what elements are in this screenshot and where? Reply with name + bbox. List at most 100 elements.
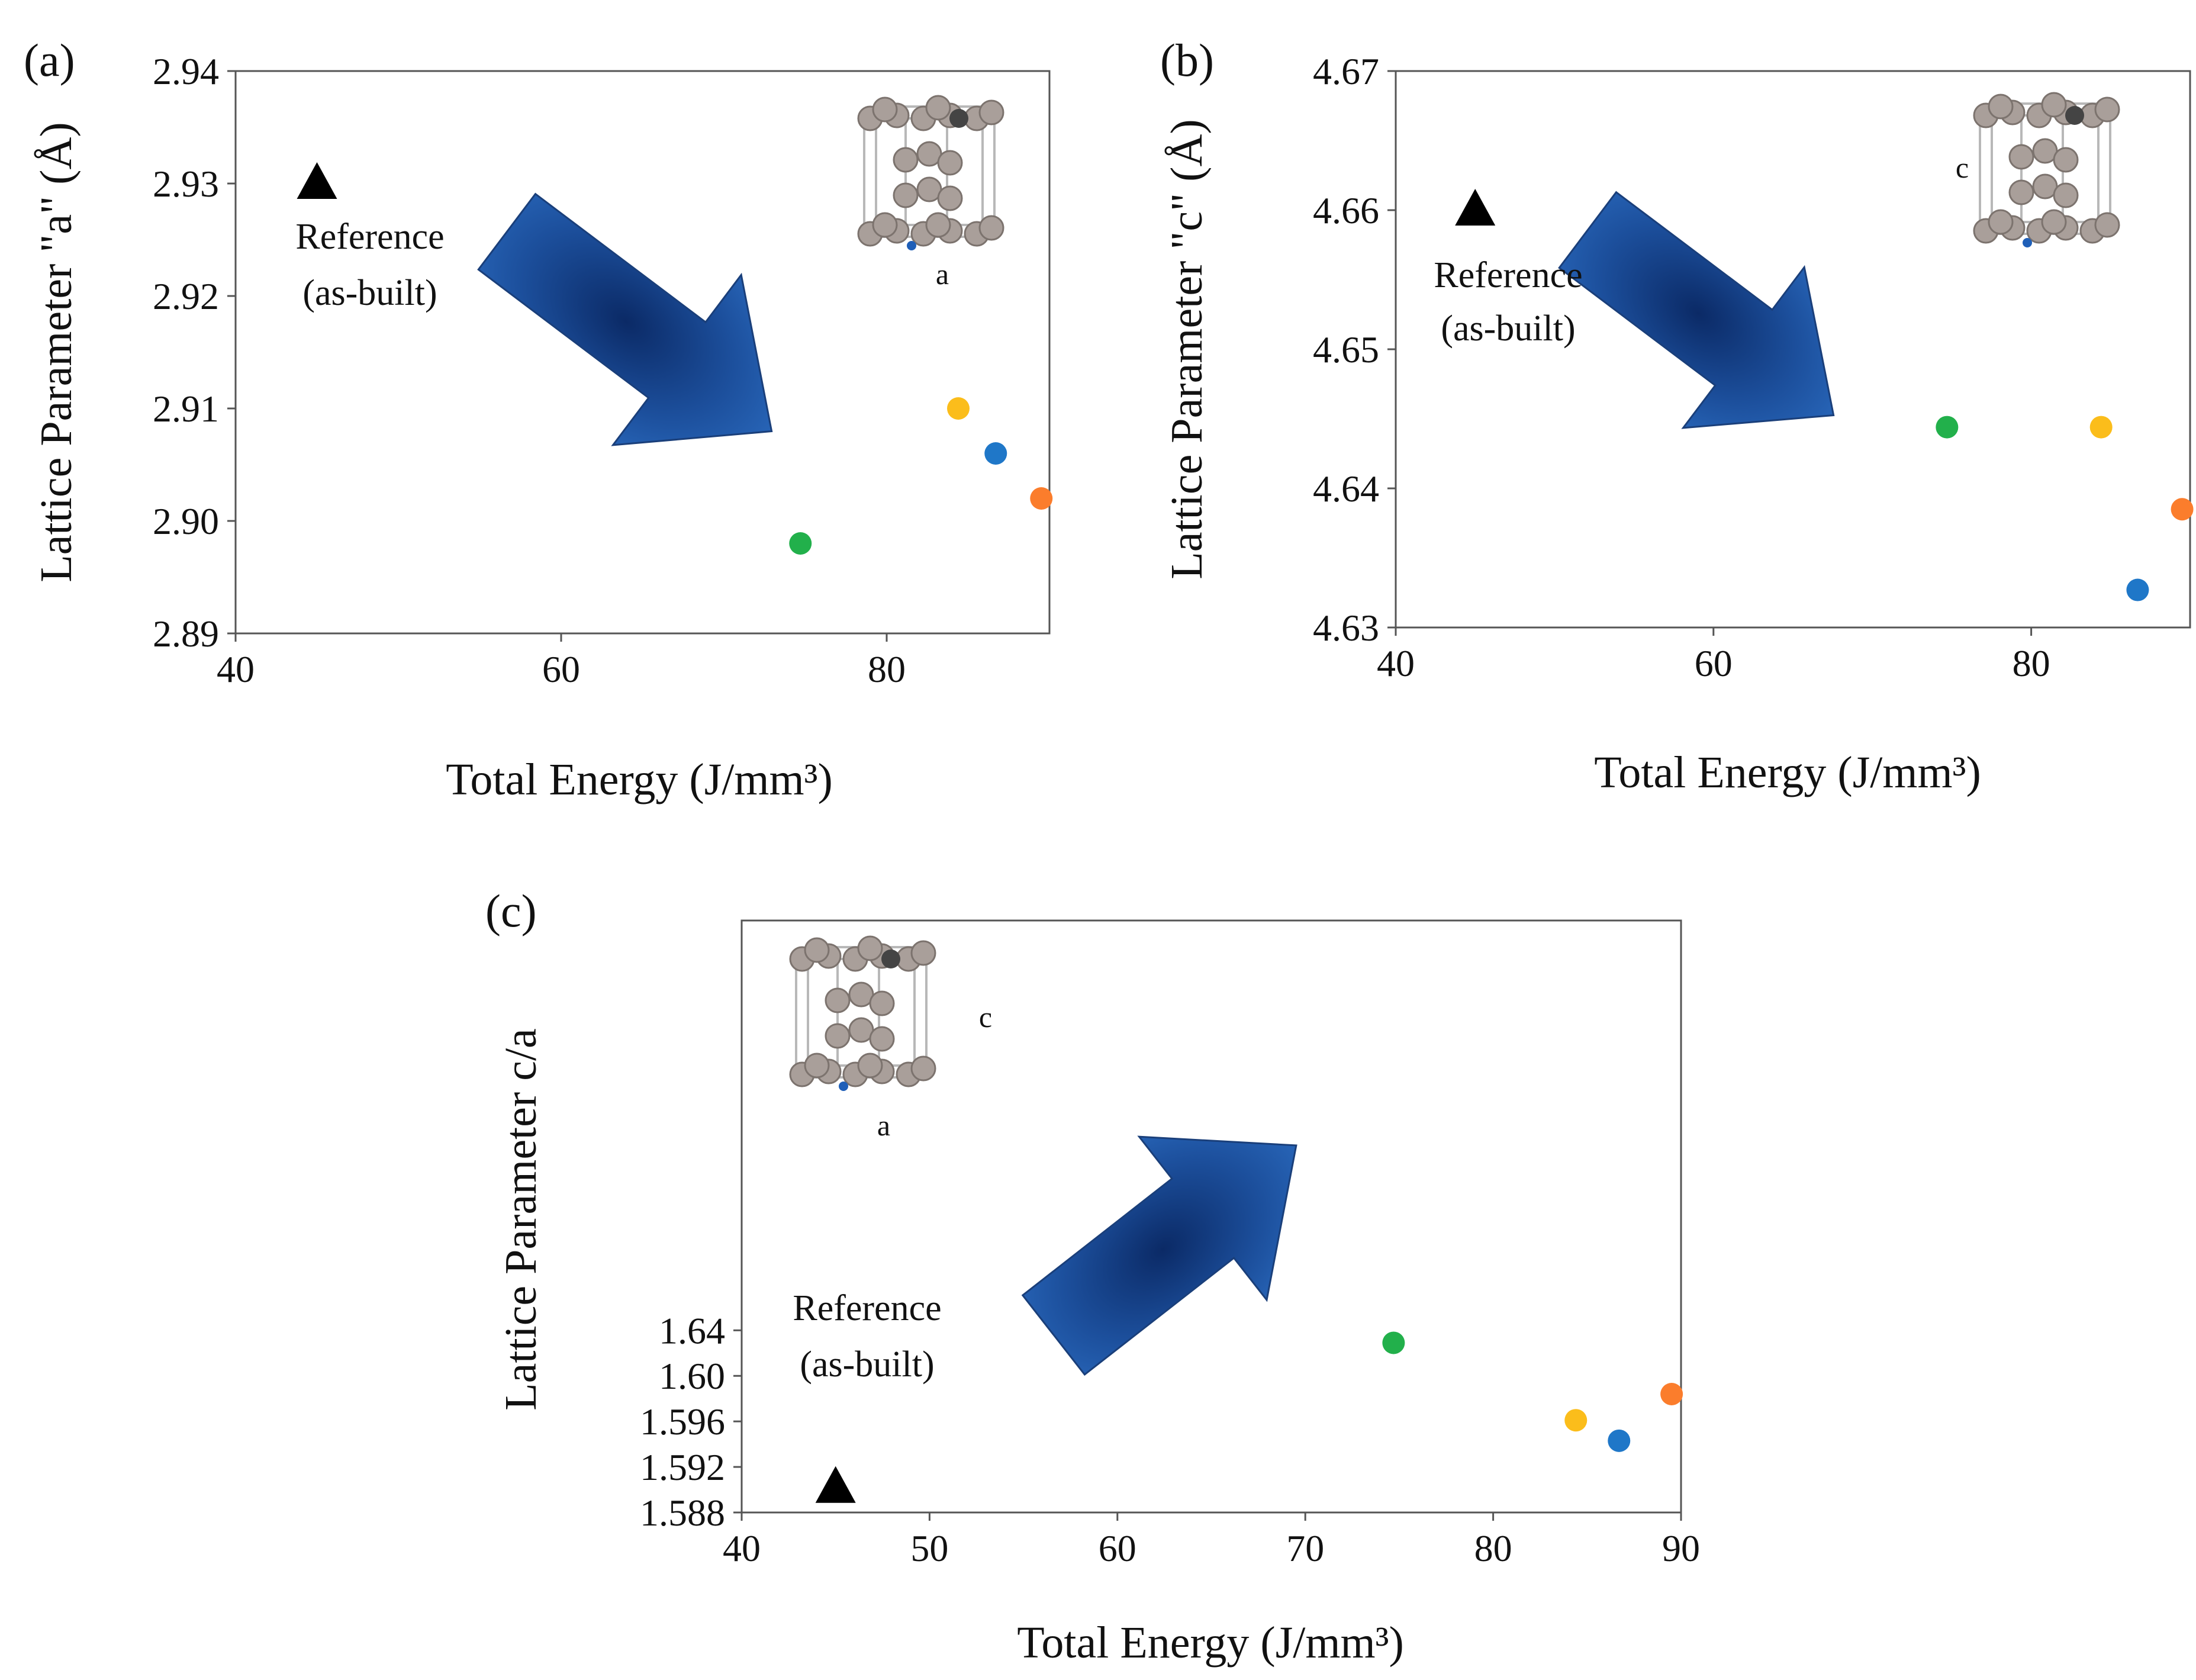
reference-sublabel: (as-built) — [302, 273, 437, 313]
reference-label: Reference — [793, 1288, 941, 1328]
y-tick-label: 4.64 — [1313, 468, 1379, 510]
atom — [2041, 209, 2067, 235]
y-tick-label: 1.60 — [659, 1355, 725, 1397]
trend-arrow — [1558, 191, 1835, 429]
y-tick-label: 4.65 — [1313, 329, 1379, 371]
atom — [804, 937, 830, 963]
data-point — [2089, 416, 2113, 439]
y-axis-title: Lattice Parameter "c" (Å) — [1162, 119, 1212, 579]
reference-marker — [1455, 189, 1496, 226]
x-tick-label: 50 — [910, 1527, 948, 1569]
x-tick-label: 60 — [1099, 1527, 1136, 1569]
atom — [937, 185, 963, 211]
atom-dark — [949, 109, 968, 128]
atom — [910, 1055, 936, 1082]
data-point — [2171, 498, 2194, 521]
y-tick-label: 2.94 — [153, 50, 219, 92]
atom — [1988, 209, 2014, 235]
x-tick-label: 80 — [868, 648, 906, 690]
y-tick-label: 1.588 — [640, 1492, 725, 1534]
unit-cell-inset — [857, 95, 1004, 250]
y-tick-label: 2.91 — [153, 388, 219, 430]
x-tick-label: 60 — [1695, 642, 1733, 684]
x-tick-label: 60 — [542, 648, 580, 690]
plot-frame — [740, 919, 1682, 1514]
y-tick-label: 2.89 — [153, 613, 219, 655]
reference-label: Reference — [1434, 255, 1582, 295]
atom — [2008, 179, 2034, 205]
unit-cell-inset — [1973, 92, 2120, 247]
data-point — [1660, 1383, 1683, 1405]
atom — [2008, 144, 2034, 170]
atom — [1988, 94, 2014, 120]
atom-axis-marker — [2023, 238, 2032, 247]
y-tick-label: 2.93 — [153, 163, 219, 205]
plot-frame — [234, 70, 1051, 635]
atom — [925, 95, 951, 121]
panel-label: (b) — [1160, 34, 1214, 86]
x-axis-title: Total Energy (J/mm³) — [446, 755, 833, 804]
reference-label: Reference — [295, 217, 444, 257]
atom — [804, 1053, 830, 1079]
panel-label: (c) — [485, 885, 537, 936]
x-axis-title: Total Energy (J/mm³) — [1017, 1618, 1404, 1668]
y-tick-label: 4.67 — [1313, 50, 1379, 92]
atom — [910, 940, 936, 966]
atom-axis-marker — [839, 1082, 848, 1091]
atom-dark — [881, 950, 900, 968]
inset-axis-label: c — [979, 1000, 992, 1034]
atom — [2041, 92, 2067, 118]
y-tick-label: 4.66 — [1313, 189, 1379, 231]
atom — [857, 935, 883, 961]
data-point — [984, 442, 1007, 465]
y-tick-label: 2.90 — [153, 500, 219, 542]
y-axis-title: Lattice Parameter "a" (Å) — [31, 122, 81, 582]
reference-marker — [815, 1466, 856, 1503]
x-tick-label: 70 — [1286, 1527, 1324, 1569]
x-tick-label: 40 — [1377, 642, 1415, 684]
y-tick-label: 2.92 — [153, 275, 219, 317]
atom — [869, 990, 895, 1016]
atom — [825, 987, 851, 1013]
reference-marker — [297, 162, 337, 199]
atom — [893, 147, 919, 173]
atom — [2053, 182, 2079, 208]
inset-axis-label: a — [936, 258, 949, 291]
atom — [872, 212, 898, 238]
reference-sublabel: (as-built) — [800, 1344, 934, 1385]
inset-axis-label: a — [877, 1109, 890, 1142]
x-tick-label: 40 — [217, 648, 255, 690]
x-axis-title: Total Energy (J/mm³) — [1594, 748, 1981, 797]
trend-arrow — [1021, 1135, 1297, 1376]
unit-cell-inset — [789, 935, 936, 1091]
data-point — [1936, 416, 1959, 439]
data-point — [947, 397, 970, 420]
atom — [937, 150, 963, 176]
atom-axis-marker — [907, 241, 916, 250]
inset-axis-label: c — [1956, 151, 1969, 184]
atom — [825, 1023, 851, 1049]
atom — [978, 99, 1004, 125]
panel-a: 2.89 2.90 2.91 2.92 2.93 2.94 40 60 80 (a) Total E… — [24, 34, 1053, 804]
y-tick-label: 1.592 — [640, 1446, 725, 1488]
atom-dark — [2065, 106, 2084, 125]
x-tick-label: 80 — [2013, 642, 2050, 684]
atom — [857, 1053, 883, 1079]
x-tick-label: 90 — [1662, 1527, 1700, 1569]
atom — [2094, 96, 2120, 123]
reference-sublabel: (as-built) — [1441, 308, 1575, 349]
data-point — [789, 532, 812, 555]
atom — [2053, 147, 2079, 173]
atom — [893, 182, 919, 208]
atom — [872, 96, 898, 123]
trend-arrow — [477, 192, 773, 446]
x-tick-label: 40 — [723, 1527, 761, 1569]
data-point — [1564, 1409, 1588, 1432]
panel-b: 4.63 4.64 4.65 4.66 4.67 40 60 80 (b) Total Energ… — [1160, 34, 2194, 797]
y-axis-title: Lattice Parameter c/a — [496, 1028, 546, 1411]
x-tick-label: 80 — [1474, 1527, 1512, 1569]
y-tick-label: 1.596 — [640, 1401, 725, 1443]
panel-label: (a) — [24, 34, 75, 86]
